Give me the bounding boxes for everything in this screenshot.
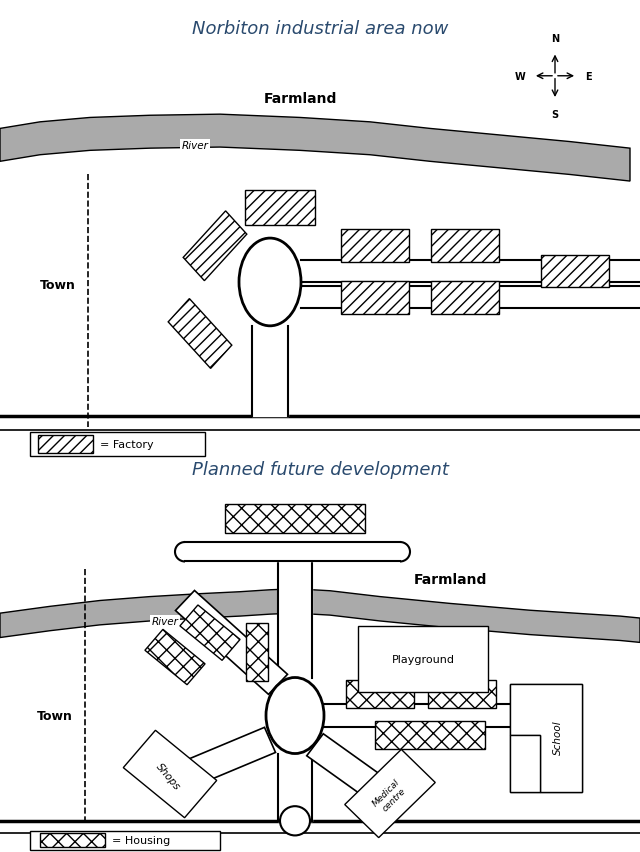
Polygon shape [175, 590, 287, 694]
Text: Shops: Shops [154, 761, 182, 792]
Text: Town: Town [37, 709, 73, 722]
Bar [375, 722, 485, 749]
Ellipse shape [239, 239, 301, 326]
Bar [341, 281, 409, 314]
Ellipse shape [266, 677, 324, 754]
Bar [168, 299, 232, 369]
Bar [428, 681, 496, 708]
Text: = Housing: = Housing [112, 835, 170, 845]
Bar [510, 735, 540, 792]
Bar [180, 605, 240, 660]
Text: Farmland: Farmland [413, 573, 486, 586]
Bar [346, 681, 414, 708]
Bar [345, 750, 435, 838]
Bar [510, 684, 582, 792]
Bar [510, 735, 540, 792]
Text: River: River [152, 616, 179, 626]
Bar [40, 833, 104, 847]
Bar [38, 436, 93, 453]
Text: River: River [182, 141, 209, 151]
Text: N: N [551, 34, 559, 43]
Bar [225, 504, 365, 533]
Bar [145, 630, 205, 685]
Polygon shape [0, 115, 630, 181]
Bar [30, 433, 205, 457]
Text: W: W [515, 72, 525, 82]
Text: Planned future development: Planned future development [191, 461, 449, 479]
Polygon shape [0, 589, 640, 642]
Bar [245, 191, 315, 226]
Text: Medical
centre: Medical centre [371, 776, 409, 815]
Bar [541, 256, 609, 288]
Bar [124, 730, 217, 818]
Bar [246, 623, 268, 682]
Text: School: School [553, 720, 563, 754]
Bar [341, 230, 409, 263]
Bar [358, 626, 488, 693]
Bar [431, 281, 499, 314]
Text: = Factory: = Factory [100, 440, 154, 450]
Text: Farmland: Farmland [263, 92, 337, 106]
Text: Playground: Playground [392, 654, 454, 665]
Polygon shape [510, 684, 582, 792]
Text: Town: Town [40, 279, 76, 291]
Bar [183, 211, 247, 281]
Polygon shape [159, 728, 275, 797]
Bar [431, 230, 499, 263]
Text: E: E [585, 72, 591, 82]
Text: Norbiton industrial area now: Norbiton industrial area now [192, 20, 448, 37]
Text: S: S [552, 110, 559, 119]
Bar [30, 831, 220, 850]
Ellipse shape [280, 806, 310, 836]
Polygon shape [307, 734, 398, 809]
